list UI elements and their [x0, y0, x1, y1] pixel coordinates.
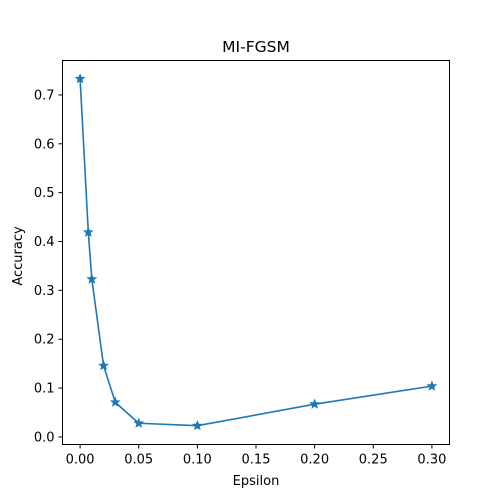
- x-axis-label: Epsilon: [233, 474, 280, 489]
- x-tick-label: 0.05: [124, 453, 153, 468]
- y-tick-label: 0.3: [34, 284, 55, 299]
- data-point-star: [309, 398, 321, 409]
- y-axis-label: Accuracy: [11, 226, 26, 286]
- data-point-star: [98, 359, 109, 371]
- data-point-star: [86, 273, 98, 284]
- x-tick-label: 0.15: [242, 453, 271, 468]
- data-point-star: [191, 419, 203, 431]
- plot-frame: [62, 60, 450, 445]
- y-tick-label: 0.6: [34, 137, 55, 152]
- y-axis: 0.0 0.1 0.2 0.3 0.4 0.5 0.6 0.7: [34, 88, 63, 445]
- x-tick-label: 0.00: [66, 453, 95, 468]
- y-tick-label: 0.2: [34, 333, 55, 348]
- x-tick-label: 0.25: [359, 453, 388, 468]
- plot-area: [74, 73, 438, 431]
- chart-title: MI-FGSM: [222, 38, 290, 56]
- x-tick-label: 0.10: [183, 453, 212, 468]
- y-tick-label: 0.1: [34, 382, 55, 397]
- data-point-star: [109, 396, 121, 407]
- data-point-star: [426, 380, 438, 391]
- y-tick-label: 0.5: [34, 186, 55, 201]
- data-point-star: [82, 226, 94, 237]
- y-tick-label: 0.4: [34, 235, 55, 250]
- x-axis: 0.00 0.05 0.10 0.15 0.20 0.25 0.30: [66, 444, 446, 468]
- x-tick-label: 0.20: [300, 453, 329, 468]
- y-tick-label: 0.0: [34, 430, 55, 445]
- data-point-star: [74, 73, 86, 84]
- series-line: [79, 78, 433, 427]
- y-tick-label: 0.7: [34, 88, 55, 103]
- data-point-star: [133, 417, 145, 428]
- x-tick-label: 0.30: [417, 453, 446, 468]
